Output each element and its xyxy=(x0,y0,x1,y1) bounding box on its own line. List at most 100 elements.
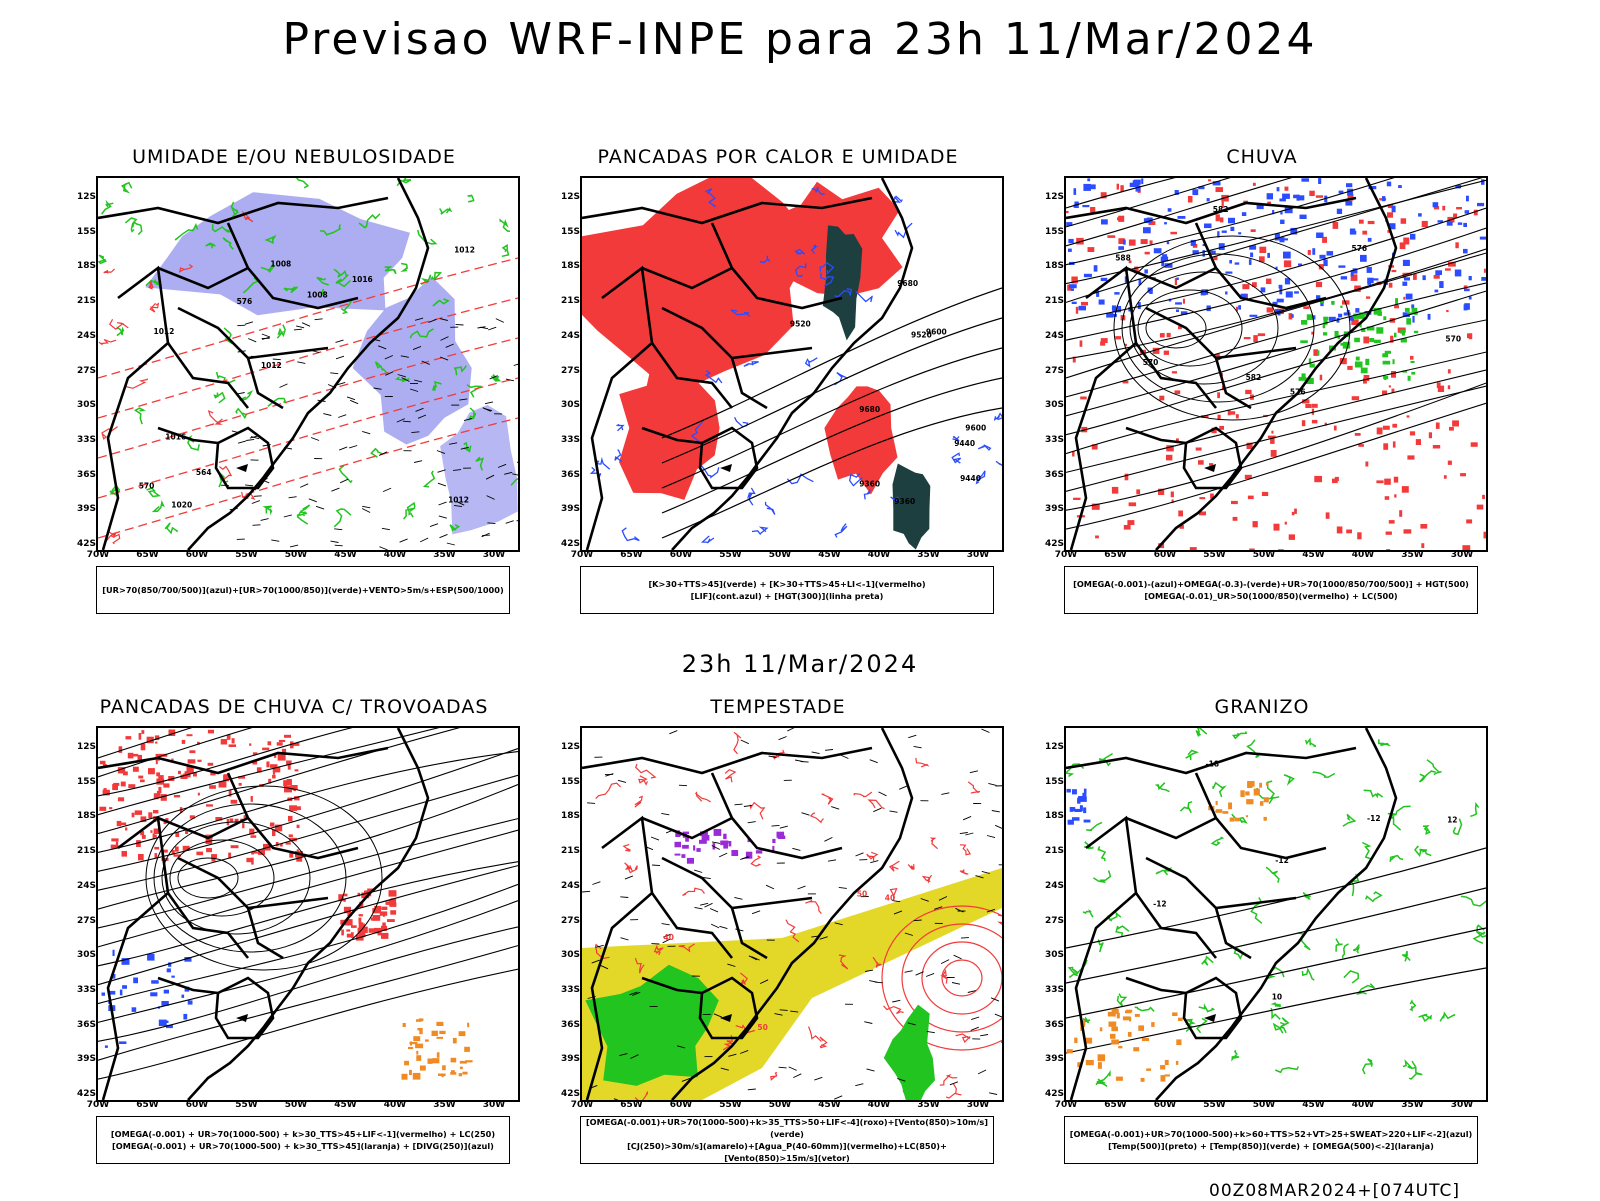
field-cell xyxy=(371,918,378,921)
field-cell xyxy=(378,933,382,936)
contour-line xyxy=(1273,1003,1281,1007)
field-cell xyxy=(687,858,694,864)
field-cell xyxy=(1129,240,1136,246)
wind-vector xyxy=(752,911,760,914)
field-cell xyxy=(1110,1034,1116,1039)
wind-vector xyxy=(772,825,780,826)
latitude-tick-label: 21S xyxy=(554,296,580,306)
field-cell xyxy=(1074,1038,1077,1044)
field-cell xyxy=(1146,1068,1151,1071)
field-cell xyxy=(1247,781,1252,788)
field-cell xyxy=(1346,530,1352,534)
panel-trovoadas: PANCADAS DE CHUVA C/ TROVOADAS [OMEGA(-0… xyxy=(74,696,514,1176)
field-cell xyxy=(1143,227,1151,233)
wind-vector xyxy=(625,876,633,879)
wind-vector xyxy=(496,319,504,323)
field-cell xyxy=(1112,1009,1119,1014)
contour-line xyxy=(265,506,272,513)
field-cell xyxy=(1316,282,1322,287)
wind-vector xyxy=(828,860,836,861)
field-cell xyxy=(1410,356,1414,360)
latitude-tick-label: 12S xyxy=(1038,192,1064,202)
wind-vector xyxy=(992,811,1000,812)
field-cell xyxy=(100,761,106,765)
contour-line xyxy=(1303,969,1315,980)
field-cell xyxy=(1337,527,1343,534)
contour-label: 9600 xyxy=(926,327,947,336)
field-cell xyxy=(1141,1078,1145,1082)
field-cell xyxy=(1414,331,1418,333)
field-cell xyxy=(1338,314,1342,318)
contour-line xyxy=(340,466,353,483)
map-frame[interactable] xyxy=(96,726,520,1102)
contour-line xyxy=(165,523,178,533)
latitude-tick-label: 24S xyxy=(70,881,96,891)
field-cell xyxy=(1164,351,1169,355)
latitude-tick-label: 21S xyxy=(70,296,96,306)
field-cell xyxy=(459,1073,462,1076)
contour-line xyxy=(135,408,143,424)
field-cell xyxy=(1233,517,1238,521)
latitude-tick-label: 27S xyxy=(554,916,580,926)
field-cell xyxy=(1333,222,1339,229)
latitude-tick-label: 21S xyxy=(70,846,96,856)
field-cell xyxy=(1084,274,1092,277)
latitude-tick-label: 18S xyxy=(1038,811,1064,821)
field-cell xyxy=(1111,1040,1119,1045)
longitude-tick-label: 60W xyxy=(670,1100,692,1110)
contour-line xyxy=(1306,739,1316,746)
latitude-tick-label: 27S xyxy=(70,916,96,926)
field-cell xyxy=(1216,214,1220,221)
field-cell xyxy=(1250,315,1258,317)
field-cell xyxy=(1369,338,1374,342)
field-cell xyxy=(1359,220,1364,224)
wind-vector xyxy=(954,955,962,959)
wind-vector xyxy=(834,1096,842,1099)
panel-title: GRANIZO xyxy=(1042,696,1482,718)
latitude-tick-label: 21S xyxy=(1038,296,1064,306)
field-cell xyxy=(142,835,146,839)
latitude-tick-label: 12S xyxy=(1038,742,1064,752)
longitude-tick-label: 50W xyxy=(769,1100,791,1110)
longitude-tick-label: 45W xyxy=(818,1100,840,1110)
field-cell xyxy=(453,1038,457,1044)
field-cell xyxy=(1448,369,1451,373)
field-cell xyxy=(231,800,238,804)
country-border xyxy=(168,893,248,958)
wind-vector xyxy=(802,813,810,816)
field-cell xyxy=(1071,288,1074,291)
wind-vector xyxy=(789,1067,797,1071)
contour-label: 1012 xyxy=(454,246,475,255)
contour-line xyxy=(923,875,931,881)
wind-vector xyxy=(856,853,864,856)
field-cell xyxy=(723,834,726,839)
field-cell xyxy=(1456,207,1462,209)
field-cell xyxy=(1447,221,1453,225)
field-cell xyxy=(249,743,251,745)
longitude-tick-label: 45W xyxy=(1302,1100,1324,1110)
field-cell xyxy=(1282,194,1290,199)
wind-vector xyxy=(309,499,317,502)
longitude-tick-label: 60W xyxy=(670,550,692,560)
field-cell xyxy=(1098,1062,1102,1069)
contour-line xyxy=(822,794,833,804)
field-cell xyxy=(277,742,283,745)
contour-line xyxy=(1461,896,1486,906)
field-cell xyxy=(1277,187,1280,191)
contour-line xyxy=(725,770,735,783)
field-cell xyxy=(268,741,272,745)
field-cell xyxy=(1217,392,1220,398)
field-cell xyxy=(403,1023,406,1027)
wind-vector xyxy=(297,362,305,364)
wind-vector xyxy=(864,1022,872,1024)
field-cell xyxy=(1207,198,1210,201)
contour-line xyxy=(854,792,872,797)
field-cell xyxy=(1264,797,1269,802)
field-cell xyxy=(1305,404,1311,408)
field-cell xyxy=(1300,215,1307,219)
